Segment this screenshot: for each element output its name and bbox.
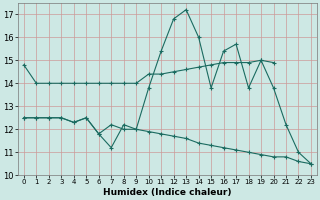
X-axis label: Humidex (Indice chaleur): Humidex (Indice chaleur) bbox=[103, 188, 232, 197]
